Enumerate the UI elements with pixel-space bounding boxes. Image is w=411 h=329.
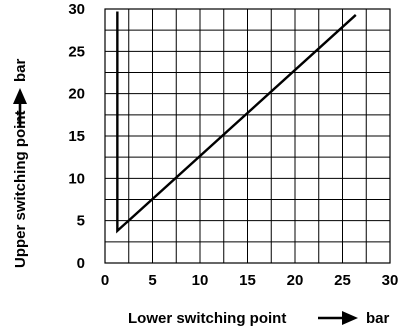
y-axis-title: Upper switching point bbox=[12, 111, 29, 269]
x-tick-label: 10 bbox=[192, 272, 209, 289]
y-tick-label: 20 bbox=[68, 86, 85, 103]
y-axis-unit: bar bbox=[12, 58, 29, 82]
y-tick-label: 25 bbox=[68, 43, 85, 60]
x-tick-label: 5 bbox=[148, 272, 156, 289]
y-tick-label: 15 bbox=[68, 128, 85, 145]
x-axis-title: Lower switching point bbox=[128, 310, 286, 327]
x-axis-arrowhead-icon bbox=[342, 311, 358, 325]
y-tick-label: 5 bbox=[77, 213, 85, 230]
x-axis-unit: bar bbox=[366, 310, 390, 327]
y-tick-label: 30 bbox=[68, 1, 85, 18]
switching-range-line bbox=[116, 11, 357, 234]
plot-frame bbox=[104, 8, 391, 264]
series-group bbox=[116, 11, 357, 234]
y-tick-label: 10 bbox=[68, 170, 85, 187]
y-axis-title-group: Upper switching point bar bbox=[12, 58, 29, 268]
x-axis-title-group: Lower switching point bar bbox=[128, 310, 390, 327]
x-tick-label: 15 bbox=[239, 272, 256, 289]
x-tick-label: 30 bbox=[382, 272, 399, 289]
x-tick-label: 20 bbox=[287, 272, 304, 289]
grid bbox=[105, 9, 390, 263]
x-tick-labels: 0 5 10 15 20 25 30 bbox=[101, 272, 399, 289]
y-axis-arrowhead-icon bbox=[13, 88, 27, 104]
x-tick-label: 0 bbox=[101, 272, 109, 289]
y-tick-labels: 0 5 10 15 20 25 30 bbox=[68, 1, 85, 272]
x-tick-label: 25 bbox=[334, 272, 351, 289]
y-tick-label: 0 bbox=[77, 255, 85, 272]
